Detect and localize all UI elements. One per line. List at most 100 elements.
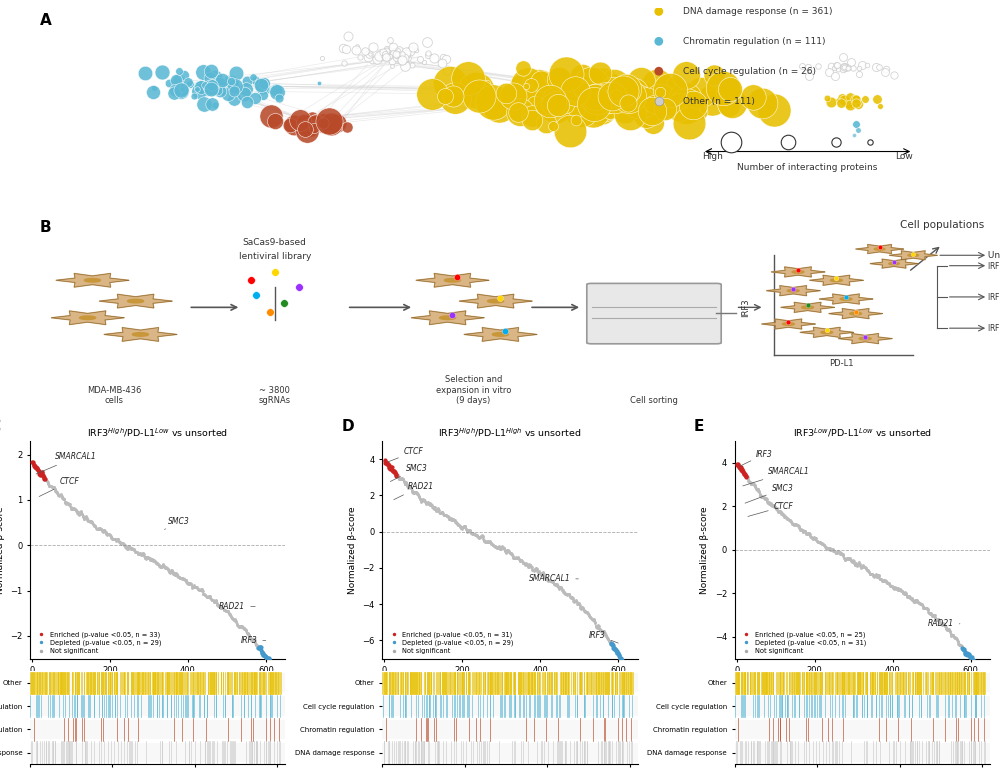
Point (486, 540, 502, 552)
Point (681, 117, 697, 129)
Point (204, 80, 220, 92)
Point (167, 569, 183, 581)
Point (454, 521, 470, 533)
Point (85, 518, 101, 530)
Point (652, 93, 668, 105)
Point (465, 528, 481, 540)
Point (832, 547, 848, 560)
Point (833, 547, 849, 559)
Point (192, 584, 208, 596)
Point (42, 479, 58, 492)
Text: RAD21: RAD21 (928, 619, 960, 628)
Point (860, 564, 876, 577)
Point (775, 509, 791, 521)
Point (227, 615, 243, 627)
Point (420, 496, 436, 508)
Point (948, 631, 964, 644)
Point (612, 89, 628, 101)
Point (852, 558, 868, 571)
Point (487, 540, 503, 553)
Point (573, 603, 589, 615)
Point (165, 567, 181, 580)
Point (613, 653, 629, 665)
Point (170, 570, 186, 582)
Point (787, 517, 803, 530)
Point (74, 508, 90, 520)
Point (390, 471, 406, 483)
Point (874, 574, 890, 587)
Point (315, 117, 331, 129)
Point (439, 510, 455, 522)
Point (414, 495, 430, 507)
Point (607, 643, 623, 655)
Polygon shape (99, 294, 172, 308)
Point (735, 466, 751, 478)
Point (561, 588, 577, 601)
Point (785, 518, 801, 530)
Point (906, 596, 922, 608)
Point (888, 582, 904, 594)
Point (530, 74, 546, 86)
Point (420, 46, 436, 59)
Point (568, 594, 584, 607)
Point (935, 618, 951, 631)
Point (89, 523, 105, 535)
Point (961, 648, 977, 660)
Point (945, 630, 961, 642)
Point (485, 538, 501, 550)
X-axis label: Rank: Rank (499, 681, 521, 690)
Point (553, 581, 569, 594)
Point (515, 556, 531, 568)
Point (506, 552, 522, 564)
Point (640, 102, 656, 114)
Point (364, 54, 380, 66)
Point (140, 551, 156, 564)
Point (936, 618, 952, 630)
Point (827, 546, 843, 558)
Point (790, 264, 806, 276)
Point (250, 640, 266, 652)
Point (377, 51, 393, 63)
Polygon shape (56, 273, 129, 287)
Point (98, 527, 114, 539)
Text: Cell sorting: Cell sorting (630, 396, 678, 405)
Point (877, 66, 893, 78)
Point (568, 83, 584, 96)
Point (176, 573, 192, 585)
Point (751, 486, 767, 498)
Point (835, 63, 851, 75)
Point (475, 531, 491, 543)
Point (459, 526, 475, 538)
Text: IRF3: IRF3 (589, 631, 618, 643)
Point (775, 508, 791, 520)
Point (237, 623, 253, 635)
Point (871, 571, 887, 584)
Point (780, 316, 796, 328)
Point (134, 548, 150, 560)
Point (739, 471, 755, 483)
Point (651, 5, 667, 18)
Point (140, 551, 156, 564)
Point (36, 471, 52, 483)
Point (731, 459, 747, 472)
Point (870, 570, 886, 582)
Point (841, 554, 857, 566)
Point (154, 560, 170, 572)
Point (524, 113, 540, 126)
Point (142, 552, 158, 564)
Point (492, 543, 508, 555)
Point (457, 520, 473, 533)
Point (823, 59, 839, 72)
Point (797, 525, 813, 537)
Circle shape (128, 300, 144, 303)
Point (744, 478, 760, 490)
Point (205, 80, 221, 92)
Point (85, 518, 101, 530)
Point (202, 590, 218, 602)
Point (433, 506, 449, 519)
Point (810, 536, 826, 548)
Point (153, 560, 169, 573)
Point (767, 501, 783, 513)
Point (604, 638, 620, 650)
Point (896, 588, 912, 601)
